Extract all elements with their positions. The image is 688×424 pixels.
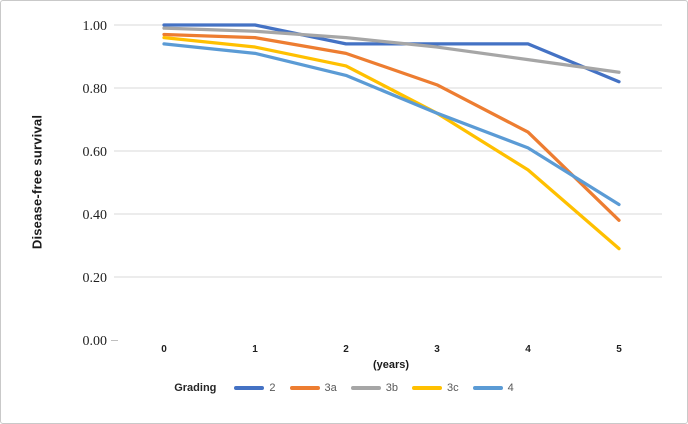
x-tick-label: 4 (525, 344, 531, 355)
legend-items: 2 3a 3b 3c 4 (234, 382, 514, 394)
legend-swatch-icon (234, 386, 265, 390)
legend-swatch-icon (289, 386, 320, 390)
y-tick-label: 1.00 (83, 19, 108, 34)
series-line-4 (162, 42, 621, 207)
series-line-2 (162, 23, 621, 84)
x-tick-label: 2 (343, 344, 349, 355)
legend-item-3a: 3a (289, 382, 337, 394)
x-tick-label: 1 (252, 344, 258, 355)
legend-item-2: 2 (234, 382, 276, 394)
legend: Grading 2 3a 3b 3c 4 (1, 382, 687, 394)
legend-item-label: 2 (269, 382, 276, 394)
x-axis-title: (years) (372, 359, 410, 371)
y-tick-label: 0.60 (83, 145, 108, 160)
legend-item-3c: 3c (412, 382, 459, 394)
y-axis-title: Disease-free survival (29, 114, 45, 250)
legend-item-4: 4 (472, 382, 514, 394)
y-tick-label: 0.40 (83, 208, 108, 223)
x-tick-label: 0 (161, 344, 167, 355)
series-line-3a (162, 32, 621, 222)
y-tick-label: 0.20 (83, 271, 108, 286)
legend-item-label: 3c (447, 382, 459, 394)
x-tick-label: 3 (434, 344, 440, 355)
x-tick-label: 5 (616, 344, 622, 355)
legend-swatch-icon (350, 386, 381, 390)
legend-swatch-icon (472, 386, 503, 390)
y-tick-label: 0.00 (83, 334, 108, 349)
legend-item-3b: 3b (350, 382, 399, 394)
y-tick-label: 0.80 (83, 82, 108, 97)
legend-title: Grading (174, 382, 217, 394)
series-line-3b (162, 26, 621, 74)
legend-item-label: 3a (324, 382, 337, 394)
series-line-3c (162, 35, 621, 251)
legend-item-label: 4 (507, 382, 514, 394)
legend-item-label: 3b (385, 382, 399, 394)
legend-swatch-icon (412, 386, 443, 390)
